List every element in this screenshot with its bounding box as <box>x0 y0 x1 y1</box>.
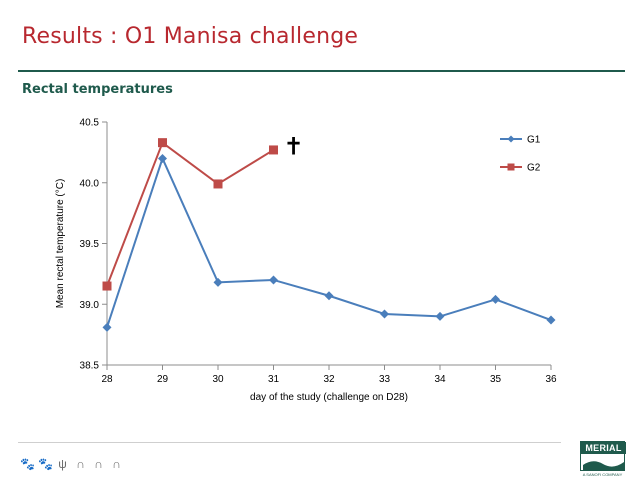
hoof-icon: ∩ <box>94 457 103 471</box>
chart-annotations: ✝ <box>283 132 303 160</box>
legend-marker-g1 <box>507 135 515 143</box>
hoof-icon: ∩ <box>112 457 121 471</box>
footer-animal-icons: 🐾 🐾 ψ ∩ ∩ ∩ <box>20 458 123 471</box>
data-point-g1 <box>102 322 112 332</box>
x-tick-label: 30 <box>212 374 224 385</box>
paw-print-icon: 🐾 <box>38 457 53 471</box>
x-tick-label: 34 <box>434 374 446 385</box>
series-line-g1 <box>106 155 552 328</box>
data-point-g1 <box>546 315 556 325</box>
y-tick-label: 39.0 <box>80 300 100 311</box>
data-point-g2 <box>269 145 278 155</box>
x-tick-label: 31 <box>268 374 280 385</box>
series-markers <box>102 138 556 332</box>
x-tick-label: 36 <box>545 374 557 385</box>
legend-marker-g2 <box>507 163 515 171</box>
y-axis-title: Mean rectal temperature (°C) <box>55 179 66 309</box>
logo-band <box>581 442 626 454</box>
data-point-g1 <box>491 294 500 304</box>
y-tick-label: 40.5 <box>80 118 100 129</box>
legend-label-g1: G1 <box>527 135 541 146</box>
logo-box: MERIAL <box>580 441 626 471</box>
data-point-g1 <box>269 275 278 285</box>
chart-legend: G1 G2 <box>500 135 541 174</box>
slide-subtitle: Rectal temperatures <box>22 82 173 97</box>
merial-logo: MERIAL A SANOFI COMPANY <box>580 441 626 477</box>
series-line-g2 <box>106 141 275 287</box>
logo-subtext: A SANOFI COMPANY <box>582 472 623 477</box>
data-point-g1 <box>158 153 167 163</box>
x-axis-title: day of the study (challenge on D28) <box>250 392 408 403</box>
logo-text: MERIAL <box>585 443 622 453</box>
x-tick-label: 29 <box>157 374 169 385</box>
data-point-g2 <box>102 281 112 291</box>
x-tick-label: 33 <box>379 374 391 385</box>
data-point-g1 <box>435 311 445 321</box>
y-tick-label: 38.5 <box>80 361 100 372</box>
paw-print-icon: 🐾 <box>20 457 35 471</box>
data-point-g2 <box>213 179 223 189</box>
slide-title: Results : O1 Manisa challenge <box>22 24 359 49</box>
x-tick-label: 28 <box>101 374 113 385</box>
data-point-g1 <box>213 277 223 287</box>
data-point-g2 <box>158 138 167 148</box>
title-divider <box>18 70 625 72</box>
y-tick-label: 40.0 <box>80 178 100 189</box>
footer-divider <box>18 442 561 443</box>
legend-label-g2: G2 <box>527 163 541 174</box>
x-tick-label: 35 <box>490 374 502 385</box>
logo-wave-icon <box>583 461 624 470</box>
cross-annotation: ✝ <box>283 132 303 160</box>
chart-axes: 38.5 39.0 39.5 40.0 40.5 28 29 30 31 32 33 34 35 36 da… <box>55 118 557 404</box>
hoof-icon: ∩ <box>76 457 85 471</box>
y-tick-label: 39.5 <box>80 239 100 250</box>
data-point-g1 <box>324 291 334 301</box>
x-tick-label: 32 <box>323 374 335 385</box>
data-point-g1 <box>380 309 389 319</box>
bird-foot-icon: ψ <box>58 457 67 471</box>
